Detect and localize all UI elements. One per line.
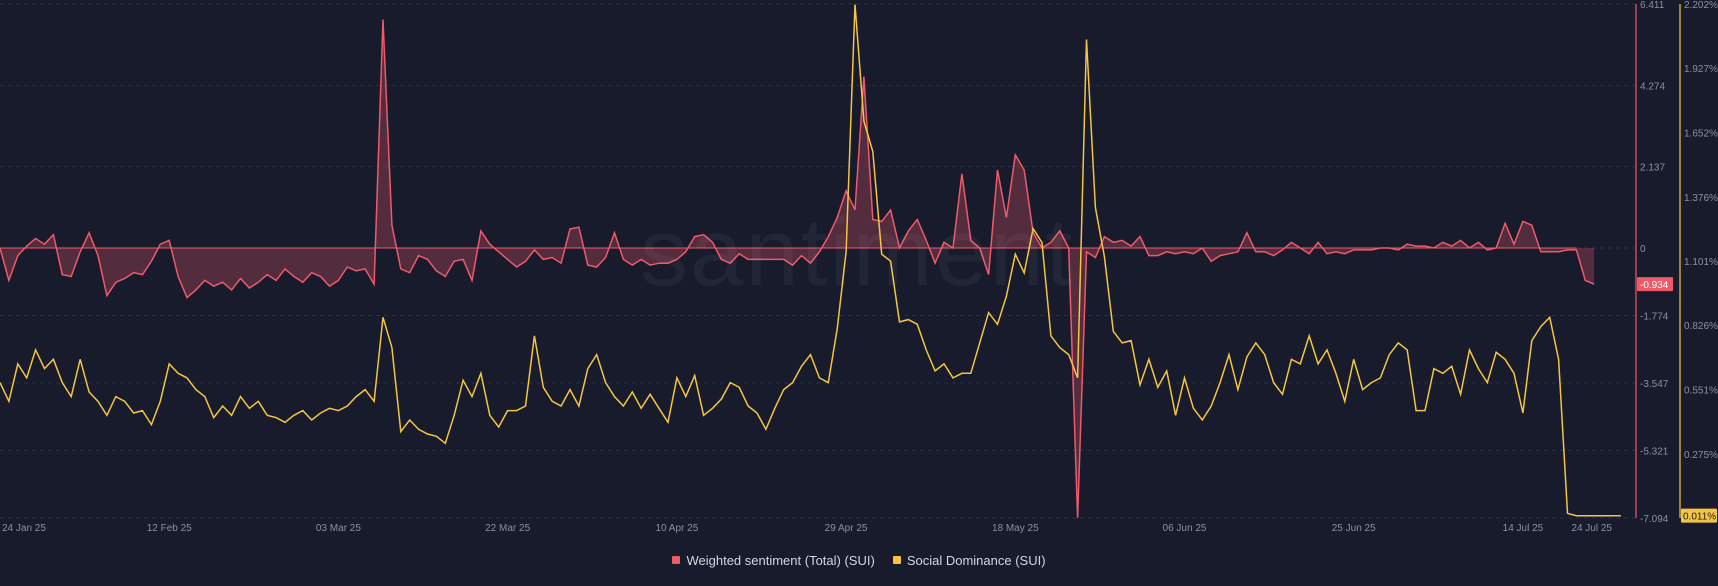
dominance-last-badge [1681, 508, 1717, 523]
dominance-tick-label: 1.101% [1684, 257, 1718, 268]
x-tick-label: 29 Apr 25 [825, 523, 868, 534]
dominance-series-line [0, 4, 1621, 517]
legend-label-dominance: Social Dominance (SUI) [906, 552, 1046, 568]
dominance-tick-label: 1.927% [1684, 64, 1718, 75]
dominance-tick-label: 0.275% [1684, 450, 1718, 461]
legend-item-dominance[interactable]: Social Dominance (SUI) [892, 552, 1046, 568]
sentiment-tick-label: -1.774 [1640, 312, 1669, 323]
dominance-tick-label: 1.376% [1684, 193, 1718, 204]
legend-swatch-sentiment [672, 556, 681, 564]
legend-item-sentiment[interactable]: Weighted sentiment (Total) (SUI) [672, 552, 875, 568]
sentiment-tick-label: 0 [1640, 244, 1646, 255]
sentiment-area [0, 19, 1595, 518]
x-tick-label: 03 Mar 25 [316, 523, 361, 534]
dominance-last-value: 0.011% [1683, 512, 1716, 523]
x-tick-label: 18 May 25 [992, 523, 1039, 534]
sentiment-last-value: -0.934 [1640, 280, 1669, 291]
dominance-tick-label: 2.202% [1684, 0, 1718, 11]
sentiment-tick-label: 4.274 [1640, 81, 1665, 92]
dominance-tick-label: 0.826% [1684, 321, 1718, 332]
x-tick-label: 10 Apr 25 [655, 523, 698, 534]
x-tick-label: 06 Jun 25 [1163, 523, 1207, 534]
x-tick-label: 24 Jan 25 [2, 523, 46, 534]
sentiment-series-line [0, 19, 1595, 518]
sentiment-tick-label: 6.411 [1640, 0, 1665, 11]
sentiment-tick-label: -5.321 [1640, 447, 1669, 458]
x-tick-label: 24 Jul 25 [1571, 523, 1612, 534]
sentiment-last-badge [1637, 277, 1673, 292]
chart-legend: Weighted sentiment (Total) (SUI) Social … [0, 549, 1718, 571]
x-tick-label: 12 Feb 25 [147, 523, 192, 534]
x-tick-label: 25 Jun 25 [1332, 523, 1376, 534]
sentiment-tick-label: 2.137 [1640, 163, 1665, 174]
dominance-tick-label: 1.652% [1684, 128, 1718, 139]
x-tick-label: 22 Mar 25 [485, 523, 530, 534]
legend-label-sentiment: Weighted sentiment (Total) (SUI) [686, 552, 875, 568]
sentiment-tick-label: -3.547 [1640, 379, 1669, 390]
x-tick-label: 14 Jul 25 [1503, 523, 1544, 534]
legend-swatch-dominance [892, 556, 901, 564]
watermark: santiment [640, 198, 1074, 308]
dominance-tick-label: 0.551% [1684, 385, 1718, 396]
sentiment-tick-label: -7.094 [1640, 514, 1669, 525]
